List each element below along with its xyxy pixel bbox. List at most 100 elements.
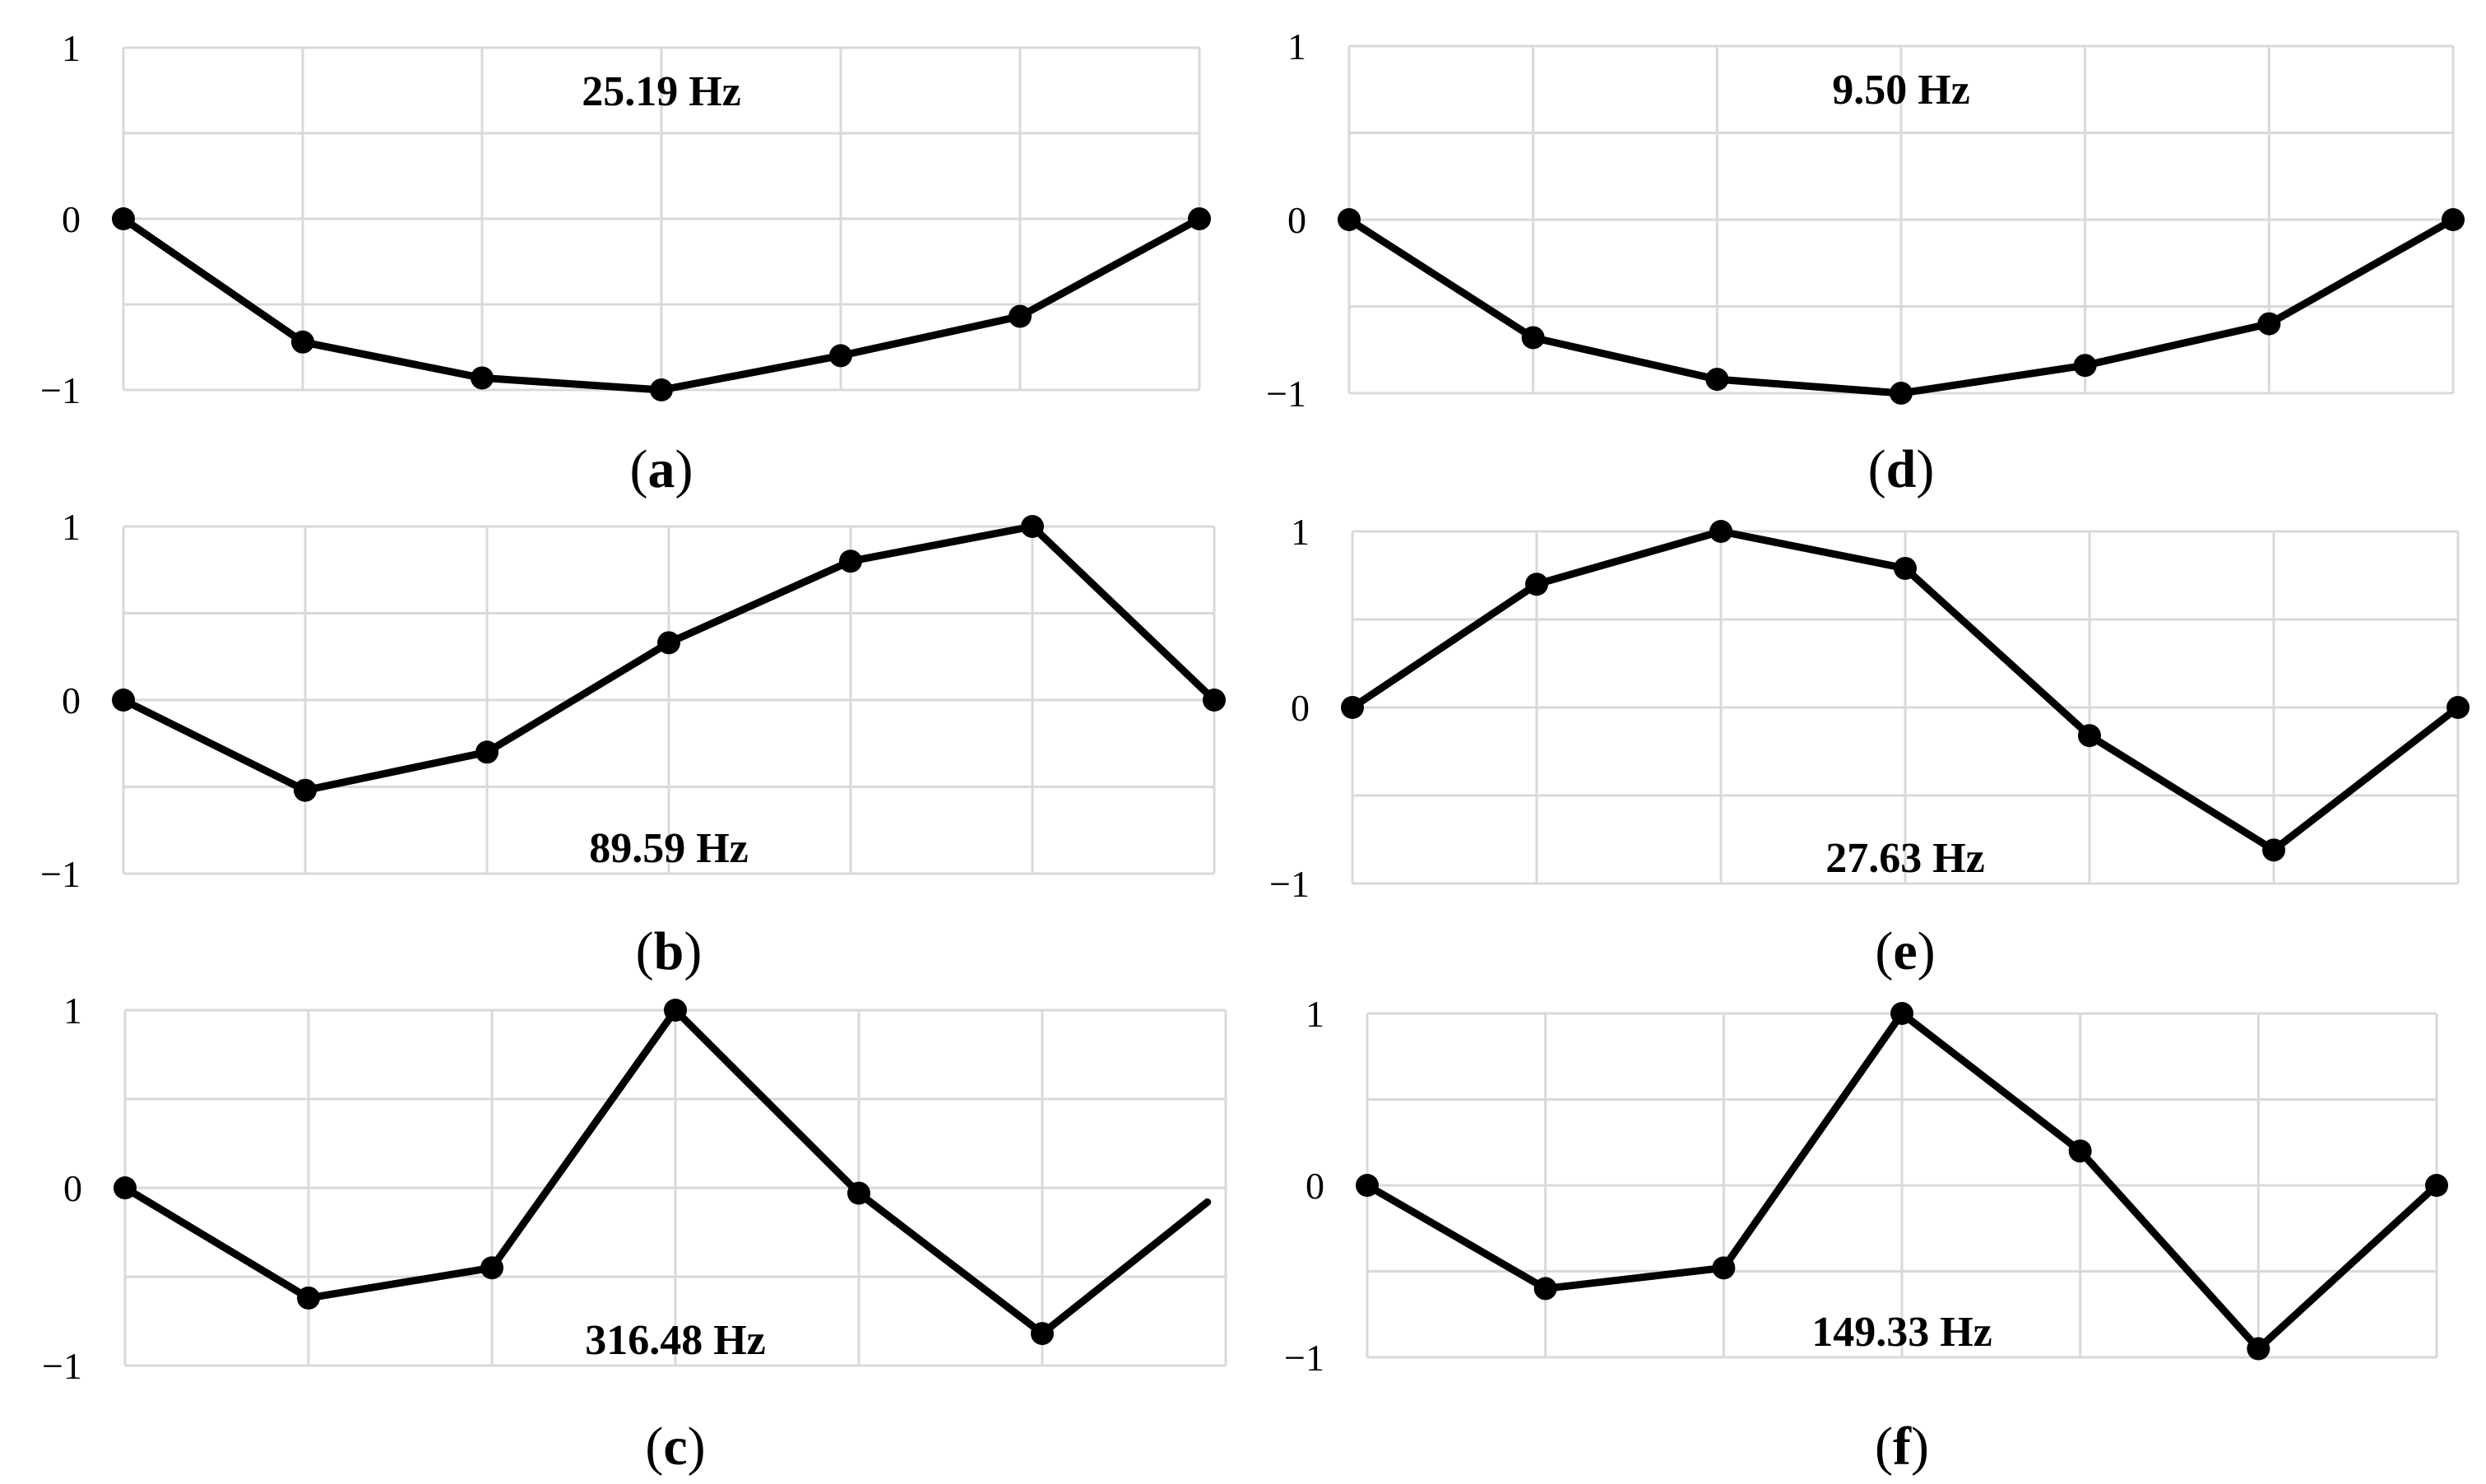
panel-f: 1 0 −1 149.33 Hz (f): [1284, 993, 2448, 1477]
data-point: [2262, 838, 2285, 862]
caption-close-paren: ): [675, 439, 693, 499]
data-point: [1533, 1277, 1557, 1301]
panel-c: 1 0 −1 316.48 Hz (c): [42, 990, 1227, 1477]
caption-open-paren: (: [630, 439, 648, 499]
data-point: [1021, 515, 1044, 538]
data-point: [1890, 1002, 1913, 1025]
caption-letter: a: [648, 439, 675, 499]
y-tick-label: 0: [62, 198, 81, 240]
data-point: [480, 1256, 503, 1280]
data-point: [1341, 696, 1364, 719]
y-tick-label: 1: [1287, 26, 1306, 67]
data-point: [1712, 1256, 1736, 1280]
frequency-label: 149.33 Hz: [1811, 1309, 1992, 1356]
caption-letter: d: [1886, 439, 1917, 499]
y-tick-label: 1: [1306, 993, 1324, 1035]
y-tick-label: −1: [1269, 863, 1310, 905]
data-point: [2078, 724, 2101, 748]
data-point: [1705, 368, 1729, 392]
y-tick-label: 1: [62, 506, 81, 548]
caption-letter: f: [1893, 1417, 1912, 1477]
panel-caption: (b): [636, 921, 703, 981]
caption-open-paren: (: [1875, 921, 1893, 981]
data-point: [2073, 354, 2097, 378]
frequency-label: 27.63 Hz: [1825, 835, 1985, 882]
caption-open-paren: (: [636, 921, 654, 981]
data-point: [291, 330, 314, 354]
panel-a: 1 0 −1 25.19 Hz (a): [40, 27, 1211, 499]
panel-caption: (d): [1868, 439, 1935, 499]
y-tick-label: 0: [1291, 687, 1310, 729]
gridlines: [1366, 1012, 2438, 1359]
panel-d: 1 0 −1 9.50 Hz (d): [1266, 26, 2465, 499]
y-tick-label: 1: [1291, 511, 1310, 553]
data-point: [1031, 1322, 1054, 1346]
y-tick-label: 0: [1306, 1165, 1324, 1207]
y-tick-label: −1: [1284, 1337, 1324, 1379]
data-point: [1894, 556, 1917, 580]
data-point: [471, 366, 494, 390]
data-point: [657, 631, 680, 655]
y-tick-label: 0: [1287, 199, 1306, 241]
frequency-label: 25.19 Hz: [582, 68, 741, 115]
data-point: [114, 1176, 137, 1199]
caption-open-paren: (: [1868, 439, 1886, 499]
frequency-label: 316.48 Hz: [585, 1317, 766, 1364]
mode-shape-line: [121, 1006, 1212, 1338]
caption-close-paren: ): [684, 921, 702, 981]
caption-letter: c: [663, 1417, 687, 1477]
gridlines: [1351, 530, 2460, 885]
data-point: [664, 999, 687, 1022]
data-point: [2068, 1139, 2092, 1163]
data-point: [1203, 689, 1226, 712]
y-tick-label: 1: [62, 27, 81, 69]
data-point: [2447, 696, 2470, 719]
panel-caption: (f): [1875, 1417, 1929, 1477]
data-point: [2442, 208, 2465, 231]
data-point: [1709, 520, 1732, 543]
frequency-label: 89.59 Hz: [589, 825, 749, 872]
panel-b: 1 0 −1 89.59 Hz (b): [40, 506, 1226, 981]
caption-letter: e: [1893, 921, 1917, 981]
data-point: [294, 778, 317, 802]
y-tick-label: −1: [40, 369, 81, 411]
data-point: [847, 1181, 870, 1205]
y-tick-label: −1: [1266, 373, 1306, 415]
panel-caption: (e): [1875, 921, 1935, 981]
caption-open-paren: (: [645, 1417, 663, 1477]
gridlines: [123, 1009, 1227, 1367]
y-tick-label: 0: [63, 1167, 82, 1209]
frequency-label: 9.50 Hz: [1832, 67, 1970, 114]
data-point: [829, 344, 852, 368]
data-point: [112, 689, 135, 712]
caption-letter: b: [654, 921, 684, 981]
data-point: [1188, 207, 1211, 230]
data-point: [1890, 382, 1913, 405]
data-point: [839, 550, 862, 573]
data-point: [1338, 208, 1361, 231]
caption-close-paren: ): [1916, 439, 1934, 499]
gridlines: [122, 525, 1216, 875]
data-point: [2247, 1337, 2270, 1361]
data-point: [1356, 1174, 1379, 1197]
y-tick-label: −1: [42, 1345, 82, 1387]
caption-open-paren: (: [1875, 1417, 1893, 1477]
panel-caption: (c): [645, 1417, 705, 1477]
data-point: [650, 378, 673, 401]
data-point: [475, 740, 499, 764]
data-point: [297, 1286, 320, 1310]
data-point: [112, 207, 135, 230]
y-tick-label: 1: [63, 990, 82, 1032]
panel-caption: (a): [630, 439, 693, 499]
y-tick-label: −1: [40, 853, 81, 895]
caption-close-paren: ): [1911, 1417, 1929, 1477]
data-point: [1521, 326, 1545, 350]
data-point: [2425, 1174, 2448, 1197]
panel-e: 1 0 −1 27.63 Hz (e): [1269, 511, 2470, 981]
caption-close-paren: ): [688, 1417, 706, 1477]
data-point: [1009, 304, 1032, 328]
caption-close-paren: ): [1918, 921, 1936, 981]
y-tick-label: 0: [62, 679, 81, 721]
data-point: [2257, 312, 2281, 336]
